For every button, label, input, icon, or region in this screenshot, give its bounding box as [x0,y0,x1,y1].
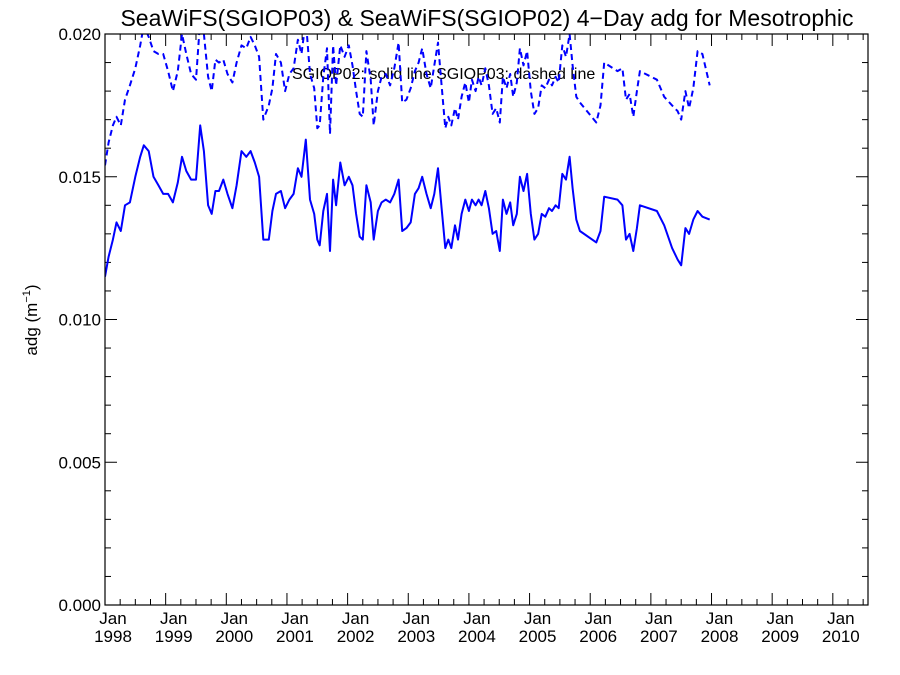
y-axis-label: adg (m−1) [21,284,41,355]
x-tick-label-year: 2004 [458,627,496,646]
plot-frame [104,33,869,606]
x-tick-label-month: Jan [160,609,187,628]
y-axis-label-close: ) [22,284,41,290]
x-tick-label-year: 2008 [701,627,739,646]
x-tick-label-month: Jan [585,609,612,628]
chart-title: SeaWiFS(SGIOP03) & SeaWiFS(SGIOP02) 4−Da… [120,5,853,31]
y-axis-label-text: adg (m [22,303,41,356]
x-tick-label-year: 2003 [397,627,435,646]
x-tick-label-year: 2006 [579,627,617,646]
x-tick-label-month: Jan [524,609,551,628]
x-tick-label-month: Jan [463,609,490,628]
y-tick-label: 0.000 [58,596,101,615]
x-tick-label-month: Jan [766,609,793,628]
legend-annotation: SGIOP02: solid line SGIOP03: dashed line [292,66,595,83]
plot-area: 0.0000.0050.0100.0150.020Jan1998Jan1999J… [58,25,868,646]
y-tick-label: 0.005 [58,453,101,472]
x-tick-label-year: 2001 [276,627,314,646]
x-tick-label-month: Jan [221,609,248,628]
y-axis-label-exponent: −1 [21,290,33,303]
x-tick-label-year: 1999 [155,627,193,646]
x-tick-label-month: Jan [342,609,369,628]
y-tick-label: 0.015 [58,168,101,187]
x-tick-label-month: Jan [827,609,854,628]
y-tick-label: 0.020 [58,25,101,44]
x-tick-label-year: 2009 [761,627,799,646]
series-line-sgiop03 [105,34,711,166]
x-tick-label-year: 2010 [822,627,860,646]
x-tick-label-month: Jan [706,609,733,628]
x-tick-label-year: 1998 [94,627,132,646]
x-tick-label-year: 2005 [519,627,557,646]
x-tick-label-month: Jan [645,609,672,628]
y-tick-label: 0.010 [58,311,101,330]
x-tick-label-month: Jan [99,609,126,628]
x-tick-label-year: 2000 [215,627,253,646]
x-tick-label-month: Jan [403,609,430,628]
series-line-sgiop02 [105,124,711,277]
x-tick-label-month: Jan [281,609,308,628]
x-tick-label-year: 2007 [640,627,678,646]
x-tick-label-year: 2002 [337,627,375,646]
